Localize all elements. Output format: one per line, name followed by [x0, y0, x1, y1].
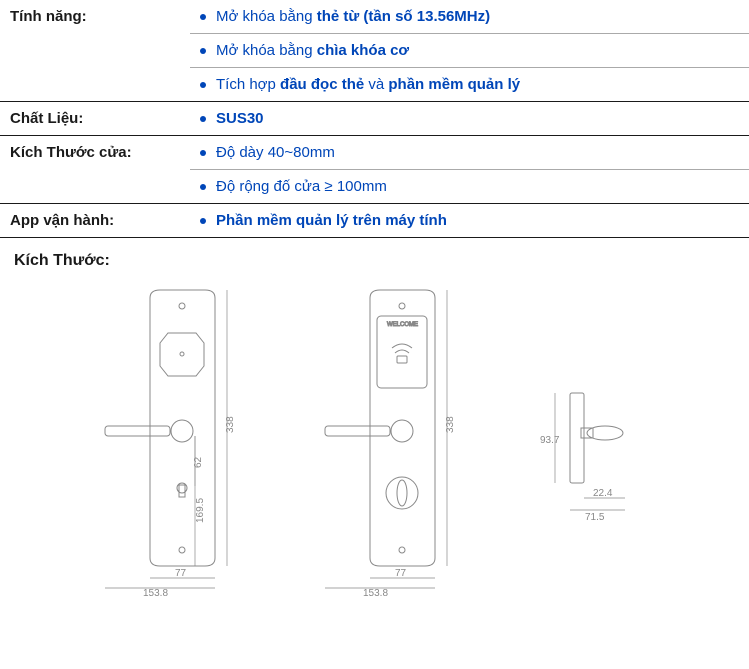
lock-back-drawing: WELCOME 338 77 153.8	[315, 288, 495, 598]
spec-text: Độ dày 40~80mm	[216, 144, 335, 161]
dim-77a: 77	[175, 568, 187, 579]
spec-value: Mở khóa bằng chìa khóa cơ	[190, 34, 749, 68]
bullet-icon	[200, 14, 206, 20]
dimensions-diagram: 338 62 169.5 77 153.8 WELCOME 338 77 153…	[0, 278, 749, 608]
spec-row: App vận hành: Phần mềm quản lý trên máy t…	[0, 204, 749, 238]
dim-62: 62	[193, 456, 204, 468]
dim-height-b: 338	[445, 416, 456, 433]
welcome-label: WELCOME	[387, 322, 418, 328]
spec-value: Mở khóa bằng thẻ từ (tần số 13.56MHz)	[190, 0, 749, 34]
spec-value: SUS30	[190, 102, 749, 136]
dim-224: 22.4	[593, 488, 613, 499]
spec-label: Chất Liệu:	[0, 102, 190, 136]
dim-153a: 153.8	[143, 588, 168, 598]
bullet-icon	[200, 48, 206, 54]
bullet-icon	[200, 82, 206, 88]
spec-text: Tích hợp đầu đọc thẻ và phần mềm quản lý	[216, 76, 520, 93]
spec-text: Phần mềm quản lý trên máy tính	[216, 212, 447, 229]
bullet-icon	[200, 150, 206, 156]
spec-label: Kích Thước cửa:	[0, 136, 190, 204]
dim-169: 169.5	[195, 498, 206, 523]
spec-label: Tính năng:	[0, 0, 190, 102]
bullet-icon	[200, 184, 206, 190]
bullet-icon	[200, 218, 206, 224]
spec-row: Tính năng:Mở khóa bằng thẻ từ (tần số 13…	[0, 0, 749, 34]
spec-text: Mở khóa bằng chìa khóa cơ	[216, 42, 409, 59]
spec-row: Chất Liệu: SUS30	[0, 102, 749, 136]
lock-front-drawing: 338 62 169.5 77 153.8	[95, 288, 275, 598]
spec-text: Độ rộng đố cửa ≥ 100mm	[216, 178, 387, 195]
spec-text: Mở khóa bằng thẻ từ (tần số 13.56MHz)	[216, 8, 490, 25]
spec-value: Tích hợp đầu đọc thẻ và phần mềm quản lý	[190, 68, 749, 102]
dim-height: 338	[225, 416, 236, 433]
dim-153b: 153.8	[363, 588, 388, 598]
spec-value: Phần mềm quản lý trên máy tính	[190, 204, 749, 238]
dim-937: 93.7	[540, 435, 560, 446]
spec-value: Độ dày 40~80mm	[190, 136, 749, 170]
dim-77b: 77	[395, 568, 407, 579]
dimensions-title: Kích Thước:	[0, 238, 749, 278]
spec-text: SUS30	[216, 110, 264, 127]
spec-label: App vận hành:	[0, 204, 190, 238]
bullet-icon	[200, 116, 206, 122]
dim-715: 71.5	[585, 512, 605, 523]
spec-value: Độ rộng đố cửa ≥ 100mm	[190, 170, 749, 204]
spec-table: Tính năng: Mở khóa bằng thẻ từ (tần số 13…	[0, 0, 749, 238]
lock-side-drawing: 93.7 22.4 71.5	[535, 288, 655, 598]
spec-row: Kích Thước cửa:Độ dày 40~80mm	[0, 136, 749, 170]
